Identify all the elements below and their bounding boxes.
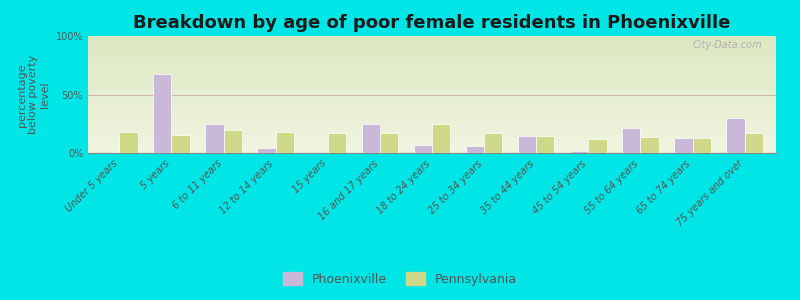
Legend: Phoenixville, Pennsylvania: Phoenixville, Pennsylvania bbox=[278, 267, 522, 291]
Bar bbox=[276, 132, 294, 153]
Bar bbox=[745, 134, 763, 153]
Bar bbox=[153, 74, 171, 153]
Bar bbox=[380, 134, 398, 153]
Bar bbox=[466, 146, 484, 153]
Bar bbox=[518, 136, 536, 153]
Bar bbox=[484, 134, 502, 153]
Bar bbox=[536, 136, 554, 153]
Bar bbox=[223, 130, 242, 153]
Bar bbox=[693, 138, 711, 153]
Bar bbox=[171, 135, 190, 153]
Bar bbox=[432, 124, 450, 153]
Title: Breakdown by age of poor female residents in Phoenixville: Breakdown by age of poor female resident… bbox=[134, 14, 730, 32]
Bar bbox=[258, 148, 276, 153]
Bar bbox=[674, 138, 693, 153]
Bar bbox=[622, 128, 641, 153]
Bar bbox=[206, 124, 223, 153]
Bar bbox=[588, 140, 606, 153]
Y-axis label: percentage
below poverty
level: percentage below poverty level bbox=[17, 55, 50, 134]
Bar bbox=[362, 124, 380, 153]
Bar bbox=[570, 151, 588, 153]
Bar bbox=[328, 134, 346, 153]
Text: City-Data.com: City-Data.com bbox=[693, 40, 762, 50]
Bar bbox=[119, 132, 138, 153]
Bar bbox=[641, 137, 658, 153]
Bar bbox=[726, 118, 745, 153]
Bar bbox=[414, 145, 432, 153]
